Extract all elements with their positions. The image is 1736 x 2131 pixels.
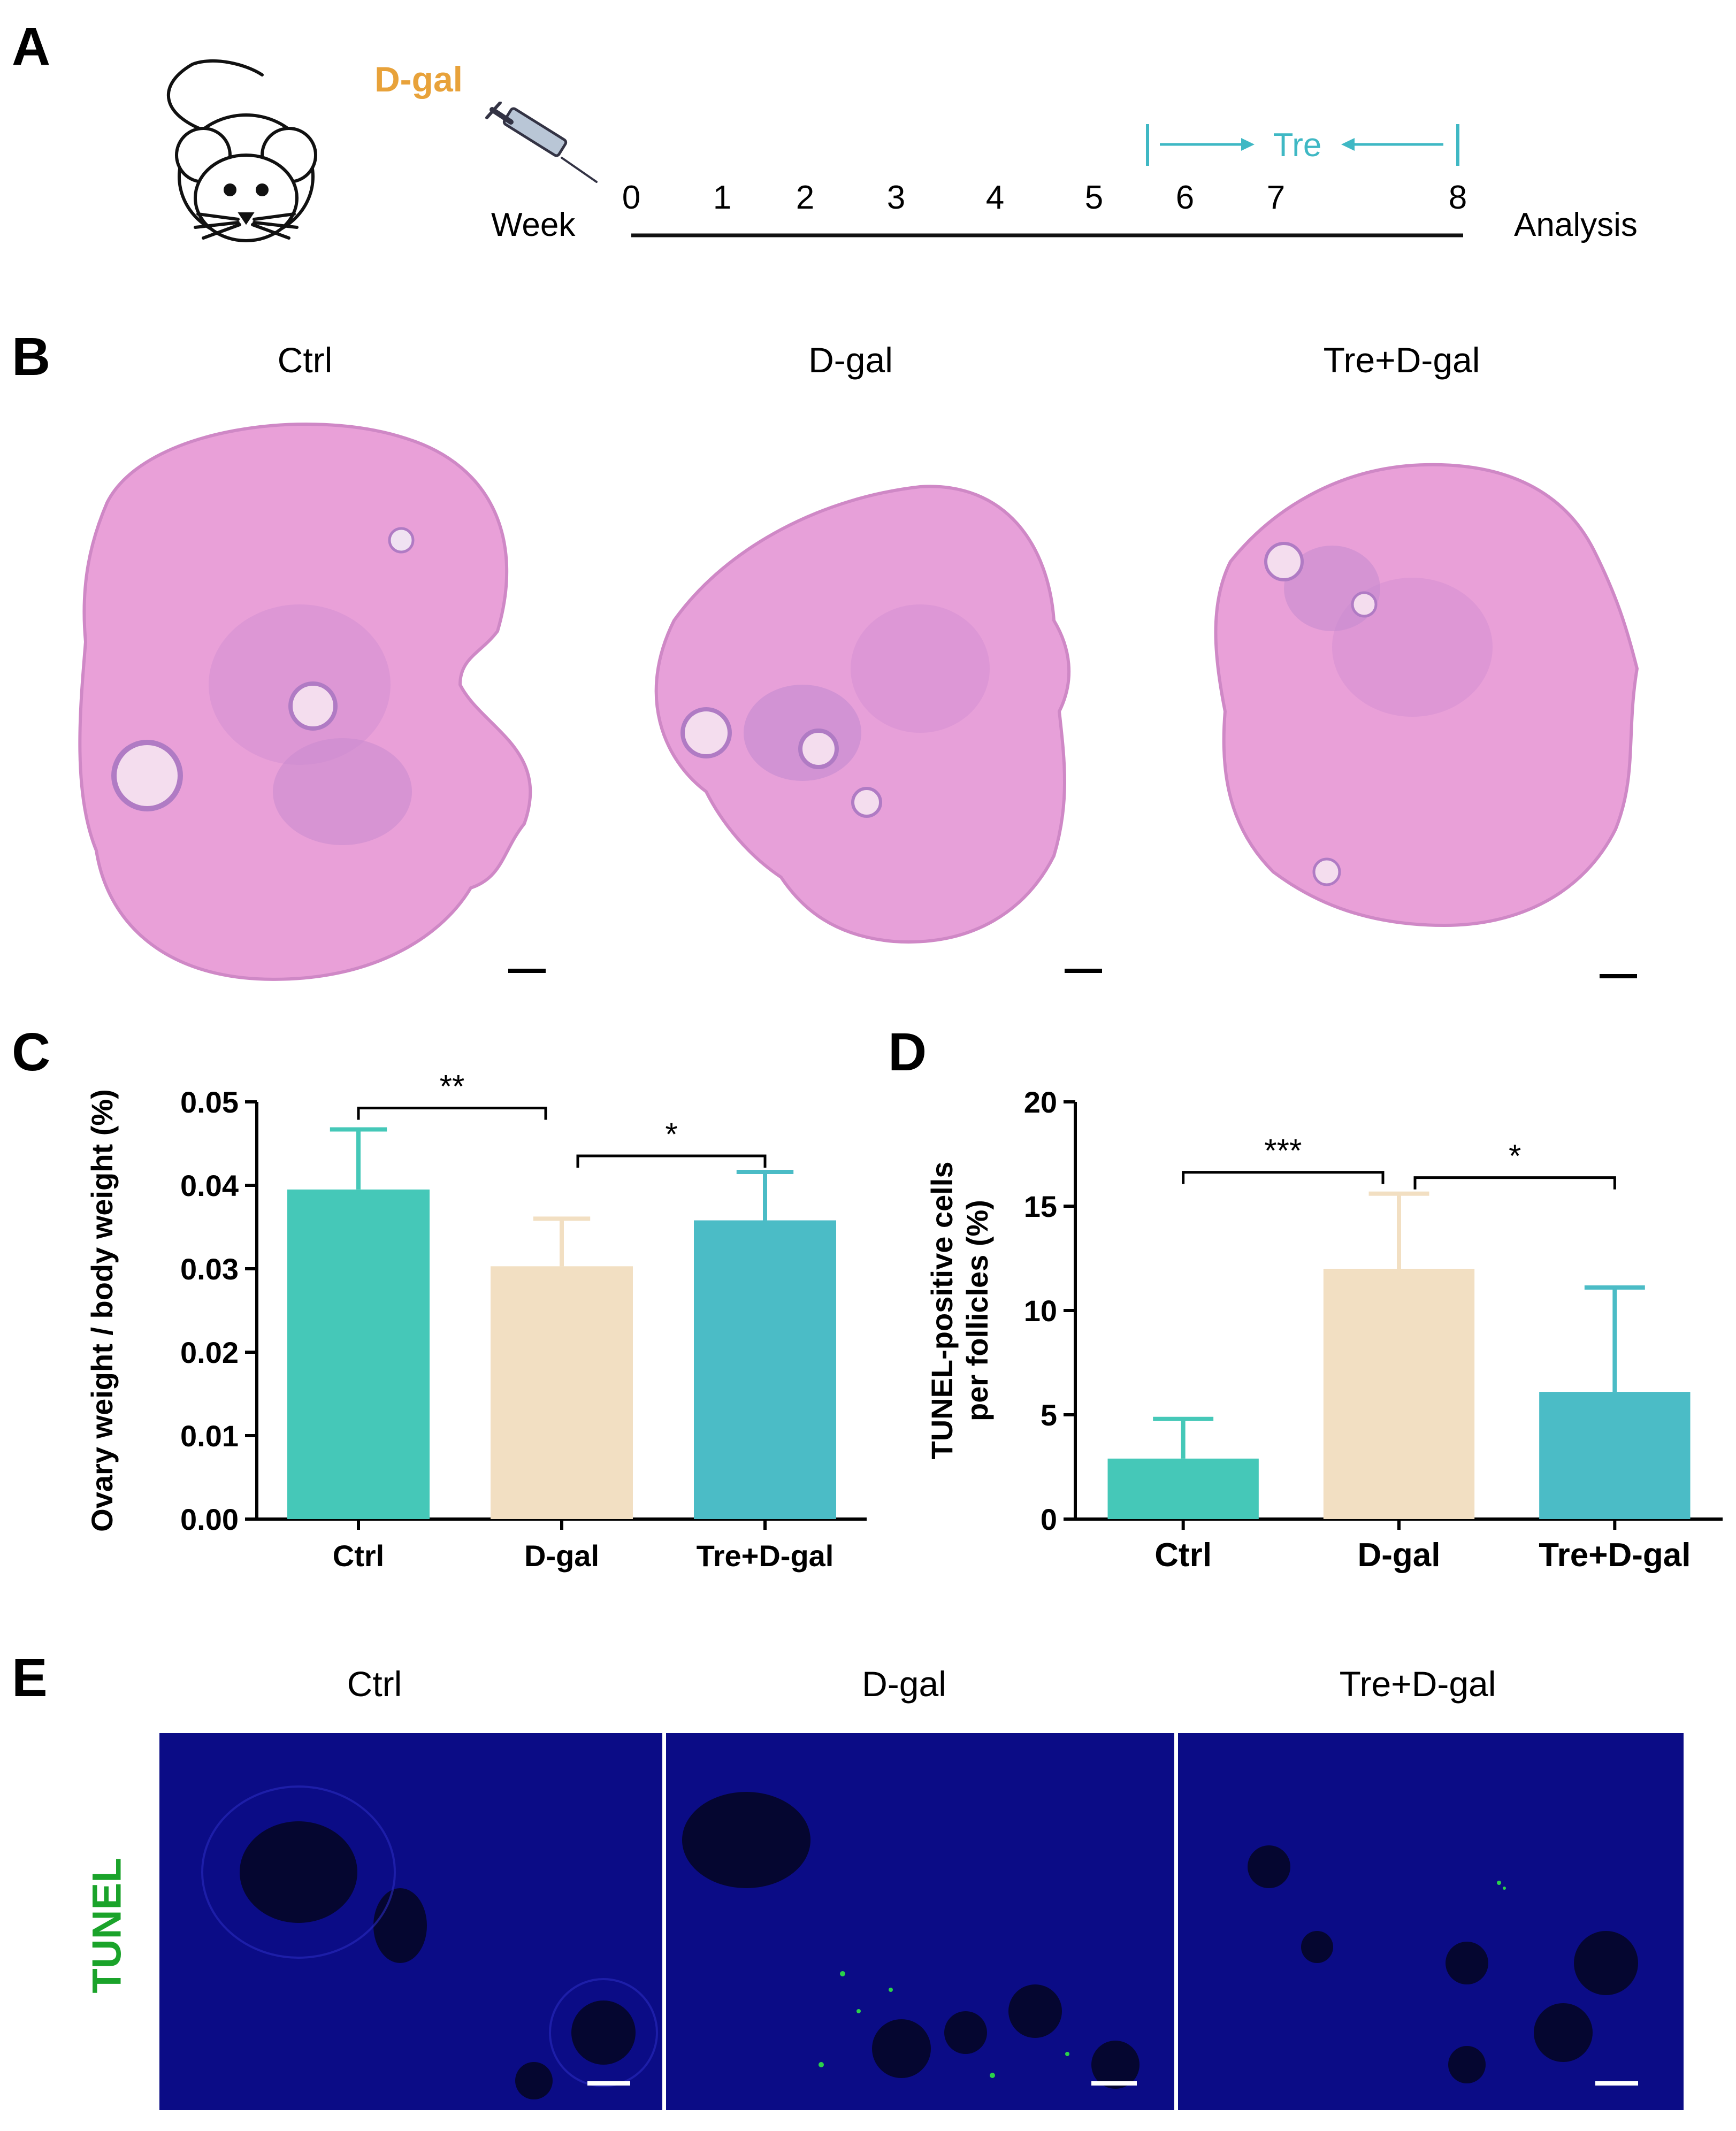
x-tick-label: Tre+D-gal <box>1539 1537 1691 1574</box>
week-tick-0: 0 <box>622 179 640 216</box>
y-tick-label: 0 <box>1041 1503 1057 1536</box>
y-tick-label: 5 <box>1041 1398 1057 1432</box>
syringe-icon <box>485 102 598 183</box>
panel-c-letter: C <box>12 1022 51 1082</box>
y-tick-label: 0.02 <box>180 1336 239 1369</box>
y-axis-label: per follicles (%) <box>960 1200 994 1421</box>
significance-label: *** <box>1264 1133 1302 1169</box>
chart-tunel-positive: 0 5 10 15 20 TUNEL-positive cells per follicle… <box>925 1085 1723 1574</box>
panel-a-letter: A <box>12 17 51 76</box>
he-label-dgal: D-gal <box>808 340 893 380</box>
y-tick-label: 0.03 <box>180 1252 239 1286</box>
y-tick-label: 0.01 <box>180 1419 239 1453</box>
chart-ovary-weight: 0.00 0.01 0.02 0.03 0.04 0.05 Ovary weight / b… <box>85 1068 867 1573</box>
he-image-dgal <box>654 485 1102 973</box>
x-tick-label: D-gal <box>524 1539 599 1573</box>
bar-d-gal <box>491 1266 633 1519</box>
significance-label: * <box>665 1116 677 1152</box>
analysis-label: Analysis <box>1514 206 1638 243</box>
bar-d-gal <box>1323 1269 1475 1519</box>
y-axis-label: TUNEL-positive cells <box>925 1161 959 1459</box>
week-tick-7: 7 <box>1267 179 1285 216</box>
bar-ctrl <box>287 1189 430 1519</box>
week-tick-6: 6 <box>1176 179 1194 216</box>
drug-label: D-gal <box>374 59 463 99</box>
tunel-image-dgal <box>666 1733 1174 2110</box>
he-label-tre-dgal: Tre+D-gal <box>1323 340 1480 380</box>
week-tick-8: 8 <box>1449 179 1467 216</box>
bar-tre-d-gal <box>1539 1392 1691 1519</box>
x-tick-label: Ctrl <box>1154 1537 1212 1574</box>
week-tick-3: 3 <box>887 179 905 216</box>
week-label: Week <box>491 206 576 243</box>
he-label-ctrl: Ctrl <box>277 340 333 380</box>
bar-tre-d-gal <box>694 1220 836 1519</box>
significance-bracket <box>576 1154 767 1168</box>
significance-label: ** <box>440 1068 465 1104</box>
y-tick-label: 0.04 <box>180 1169 239 1202</box>
week-tick-5: 5 <box>1085 179 1103 216</box>
y-tick-label: 15 <box>1024 1190 1057 1223</box>
bar-ctrl <box>1107 1458 1259 1519</box>
week-tick-1: 1 <box>713 179 731 216</box>
y-tick-label: 0.00 <box>180 1503 239 1536</box>
panel-e-letter: E <box>12 1648 48 1708</box>
panel-b-letter: B <box>12 327 51 387</box>
tunel-image-tre-dgal <box>1178 1733 1684 2110</box>
tunel-label-dgal: D-gal <box>862 1664 946 1704</box>
significance-bracket <box>1182 1171 1385 1184</box>
tunel-label-ctrl: Ctrl <box>347 1664 402 1704</box>
timeline: 0 1 2 3 4 5 6 7 8 Tre <box>622 124 1467 237</box>
y-axis-label: Ovary weight / body weight (%) <box>85 1089 119 1532</box>
treatment-label: Tre <box>1273 127 1322 164</box>
x-tick-label: Ctrl <box>333 1539 384 1573</box>
mouse-icon <box>166 59 317 242</box>
y-tick-label: 20 <box>1024 1085 1057 1119</box>
week-tick-4: 4 <box>986 179 1004 216</box>
significance-bracket <box>1413 1176 1616 1190</box>
tunel-label-tre-dgal: Tre+D-gal <box>1339 1664 1496 1704</box>
x-tick-label: D-gal <box>1358 1537 1441 1574</box>
y-tick-label: 0.05 <box>180 1085 239 1119</box>
tunel-stain-label: TUNEL <box>84 1858 130 1994</box>
x-tick-label: Tre+D-gal <box>697 1539 834 1573</box>
he-image-ctrl <box>78 423 546 981</box>
tunel-image-ctrl <box>159 1733 662 2110</box>
week-tick-2: 2 <box>796 179 814 216</box>
panel-d-letter: D <box>888 1022 927 1082</box>
significance-bracket <box>357 1106 547 1120</box>
he-image-tre-dgal <box>1214 463 1639 978</box>
significance-label: * <box>1509 1138 1521 1174</box>
y-tick-label: 10 <box>1024 1294 1057 1328</box>
